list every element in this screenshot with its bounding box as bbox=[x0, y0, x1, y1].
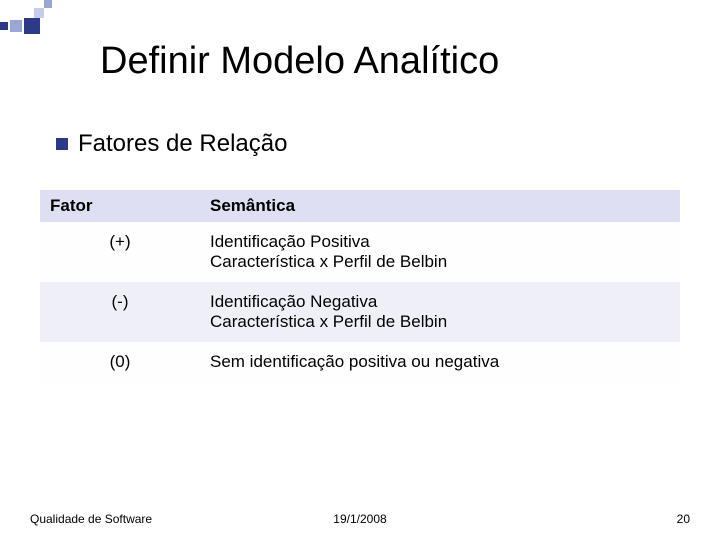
table-row: (+)Identificação PositivaCaracterística … bbox=[40, 222, 680, 282]
decor-square bbox=[10, 20, 22, 32]
table-body: (+)Identificação PositivaCaracterística … bbox=[40, 222, 680, 382]
table-row: (0)Sem identificação positiva ou negativ… bbox=[40, 342, 680, 382]
subtitle-text: Fatores de Relação bbox=[78, 130, 287, 158]
table-row: (-)Identificação NegativaCaracterística … bbox=[40, 282, 680, 342]
cell-semantics: Sem identificação positiva ou negativa bbox=[200, 342, 680, 382]
page-title: Definir Modelo Analítico bbox=[100, 40, 660, 83]
decor-square bbox=[24, 18, 40, 34]
decor-square bbox=[34, 8, 44, 18]
cell-semantics: Identificação PositivaCaracterística x P… bbox=[200, 222, 680, 282]
col-semantica: Semântica bbox=[200, 190, 680, 222]
col-fator: Fator bbox=[40, 190, 200, 222]
footer-right: 20 bbox=[677, 512, 690, 526]
footer-left: Qualidade de Software bbox=[30, 512, 152, 526]
cell-semantics: Identificação NegativaCaracterística x P… bbox=[200, 282, 680, 342]
bullet-icon bbox=[56, 138, 68, 150]
cell-factor: (-) bbox=[40, 282, 200, 342]
decor-square bbox=[0, 22, 8, 30]
cell-factor: (0) bbox=[40, 342, 200, 382]
slide-footer: Qualidade de Software 19/1/2008 20 bbox=[0, 512, 720, 526]
decor-square bbox=[44, 0, 52, 8]
factors-table: Fator Semântica (+)Identificação Positiv… bbox=[40, 190, 680, 382]
corner-decor bbox=[0, 0, 120, 40]
table-header-row: Fator Semântica bbox=[40, 190, 680, 222]
section-subtitle: Fatores de Relação bbox=[56, 130, 287, 158]
cell-factor: (+) bbox=[40, 222, 200, 282]
